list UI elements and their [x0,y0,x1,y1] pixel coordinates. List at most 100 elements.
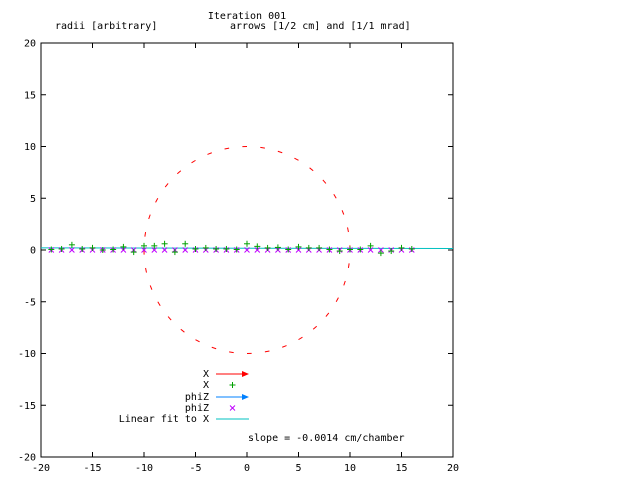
circle-arrow-mark [309,167,314,172]
chart-subtitle-right: arrows [1/2 cm] and [1/1 mrad] [230,21,411,32]
x-point [244,240,250,247]
phiz-point [367,247,374,253]
x-point [357,246,364,253]
phiz-point [69,247,75,253]
phiz-point [141,247,147,253]
phiz-point [151,247,158,253]
circle-arrow-mark [341,210,345,215]
circle-arrow-mark [333,194,337,199]
legend-sample-cross [229,405,236,411]
x-point [171,249,178,256]
circle-arrow-mark [347,227,349,233]
circle-arrow-mark [343,280,346,286]
circle-arrow-mark [282,345,287,348]
x-point [120,243,127,250]
circle-arrow-mark [145,267,147,273]
x-point [264,244,271,251]
y-tick-label: -15 [18,401,36,412]
axis-ticks: -20 -15 -10 -5 0 5 10 15 20 -20 -15 -10 -5 0 5 10 15 20 [18,39,459,475]
legend-sample-arrow [216,371,249,377]
x-point [408,245,415,252]
x-tick-label: -10 [135,463,153,474]
x-point [151,242,158,249]
x-point [68,241,75,248]
x-series [48,240,415,257]
circle-arrow-mark [264,350,270,353]
x-point [398,244,405,251]
legend: X X phiZ phiZ Linear fit to X [119,369,249,425]
x-point [377,250,384,257]
x-point [48,246,55,253]
legend-label-x-arrow: X [203,369,209,380]
chart-title: Iteration 001 [208,11,286,22]
phiz-point [295,247,302,253]
x-point [305,244,312,251]
y-tick-label: -10 [18,349,36,360]
circle-arrow-mark [325,312,330,317]
circle-arrow-mark [180,328,185,333]
circle-arrow-mark [207,152,212,155]
circle-arrow-mark [211,346,217,350]
circle-arrow-mark [164,183,169,188]
x-point [202,244,209,251]
phiz-point [182,247,189,253]
circle-arrow-mark [298,336,303,341]
x-point [99,247,106,253]
x-tick-label: 10 [344,463,356,474]
circle-arrow-mark [195,339,200,343]
x-point [274,244,281,251]
circle-arrow-mark [157,301,161,306]
y-tick-label: 20 [24,39,36,50]
x-point [285,246,292,253]
legend-label-phiz-arrow: phiZ [185,392,209,403]
x-point [213,245,220,252]
x-tick-label: 0 [244,463,250,474]
x-point [89,244,96,251]
slope-annotation: slope = -0.0014 cm/chamber [248,433,405,444]
linear-fit-line [40,247,454,249]
x-point [326,246,333,253]
phiz-point [244,247,250,253]
legend-sample-arrow [216,394,249,400]
circle-arrow-mark [294,157,299,161]
legend-label-x-plus: X [203,380,209,391]
circle-arrow-mark [149,285,153,290]
circle-arrow-mark [224,147,230,150]
x-point [388,248,395,255]
circle-arrow-mark [335,297,339,302]
circle-arrow-mark [148,214,151,220]
x-point [130,249,137,256]
x-point [233,246,240,253]
circle-arrow-mark [176,170,182,175]
phiz-point [120,247,127,253]
y-tick-label: 15 [24,90,36,101]
x-point [110,246,117,253]
circle-arrow-mark [260,146,265,149]
x-tick-label: -15 [83,463,101,474]
x-tick-label: -20 [32,463,50,474]
y-tick-label: -20 [18,453,36,464]
circle-arrow-mark [347,263,350,269]
phiz-point [254,247,261,253]
legend-label-linear-fit: Linear fit to X [119,414,209,425]
legend-label-phiz-cross: phiZ [185,403,209,414]
x-point [367,242,374,249]
phiz-point [161,247,168,253]
x-point [254,243,261,250]
x-point [141,242,147,249]
circle-arrow-mark [277,150,283,154]
x-point [192,245,199,252]
x-point [347,246,353,253]
legend-sample-plus [229,382,236,388]
circle-arrow-mark [144,231,147,237]
circle-arrow-mark [155,198,159,203]
circle-arrow-mark [312,325,318,330]
y-tick-label: 10 [24,142,36,153]
x-point [58,245,65,252]
x-point [79,245,86,252]
circle-arrow-mark [322,179,327,184]
y-tick-label: 5 [30,194,36,205]
circle-arrow-mark [229,351,234,354]
x-tick-label: 20 [447,463,459,474]
